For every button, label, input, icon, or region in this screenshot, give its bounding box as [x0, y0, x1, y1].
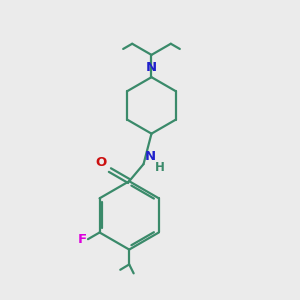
- Text: H: H: [155, 160, 165, 174]
- Text: O: O: [96, 156, 107, 169]
- Text: N: N: [145, 150, 156, 163]
- Text: N: N: [146, 61, 157, 74]
- Text: F: F: [77, 233, 86, 246]
